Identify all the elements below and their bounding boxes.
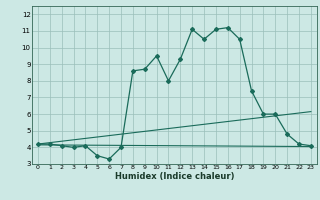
X-axis label: Humidex (Indice chaleur): Humidex (Indice chaleur) xyxy=(115,172,234,181)
